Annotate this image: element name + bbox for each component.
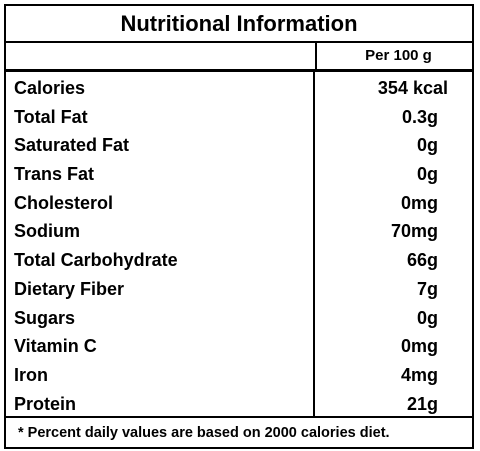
nutrient-value-cholesterol: 0mg: [400, 192, 438, 213]
nutrient-name-trans-fat: Trans Fat: [14, 164, 95, 185]
nutrient-names-column: Calories Total Fat Saturated Fat Trans F…: [6, 72, 315, 416]
nutrition-facts-panel: Nutritional Information Per 100 g Calori…: [4, 4, 474, 449]
nutrient-value-sugars: 0g: [416, 307, 438, 328]
nutrient-value-saturated-fat: 0g: [416, 135, 438, 156]
nutrient-name-total-fat: Total Fat: [14, 106, 88, 127]
nutrient-name-calories: Calories: [14, 78, 86, 98]
nutrient-name-dietary-fiber: Dietary Fiber: [14, 278, 125, 299]
nutrient-value-vitamin-c: 0mg: [400, 336, 438, 357]
nutrient-name-cholesterol: Cholesterol: [14, 192, 114, 213]
nutrient-name-total-carbohydrate: Total Carbohydrate: [14, 250, 178, 271]
nutrient-value-dietary-fiber: 7g: [416, 278, 438, 299]
nutrient-value-calories: 354 kcal: [377, 78, 448, 98]
nutrient-values-column: 354 kcal 0.3g 0g 0g 0mg 70mg 66g 7g 0g 0…: [315, 72, 472, 416]
nutrient-table: Calories Total Fat Saturated Fat Trans F…: [6, 72, 472, 418]
nutrient-value-sodium: 70mg: [390, 221, 438, 242]
nutrient-value-protein: 21g: [406, 393, 438, 414]
nutrient-name-sodium: Sodium: [14, 221, 80, 242]
column-header-row: Per 100 g: [6, 43, 472, 72]
nutrient-value-total-carbohydrate: 66g: [406, 250, 438, 271]
nutrient-column-header: [6, 43, 317, 69]
nutrient-name-protein: Protein: [14, 393, 77, 414]
nutrient-value-trans-fat: 0g: [416, 164, 438, 185]
nutrient-name-vitamin-c: Vitamin C: [14, 336, 97, 357]
footnote: * Percent daily values are based on 2000…: [18, 425, 390, 441]
per-100g-header: Per 100 g: [365, 47, 432, 64]
nutrient-value-iron: 4mg: [400, 364, 438, 385]
nutrient-name-saturated-fat: Saturated Fat: [14, 135, 130, 156]
panel-title: Nutritional Information: [6, 6, 472, 43]
nutrient-name-iron: Iron: [14, 364, 48, 385]
nutrient-name-sugars: Sugars: [14, 307, 76, 328]
nutrient-value-total-fat: 0.3g: [401, 106, 438, 127]
